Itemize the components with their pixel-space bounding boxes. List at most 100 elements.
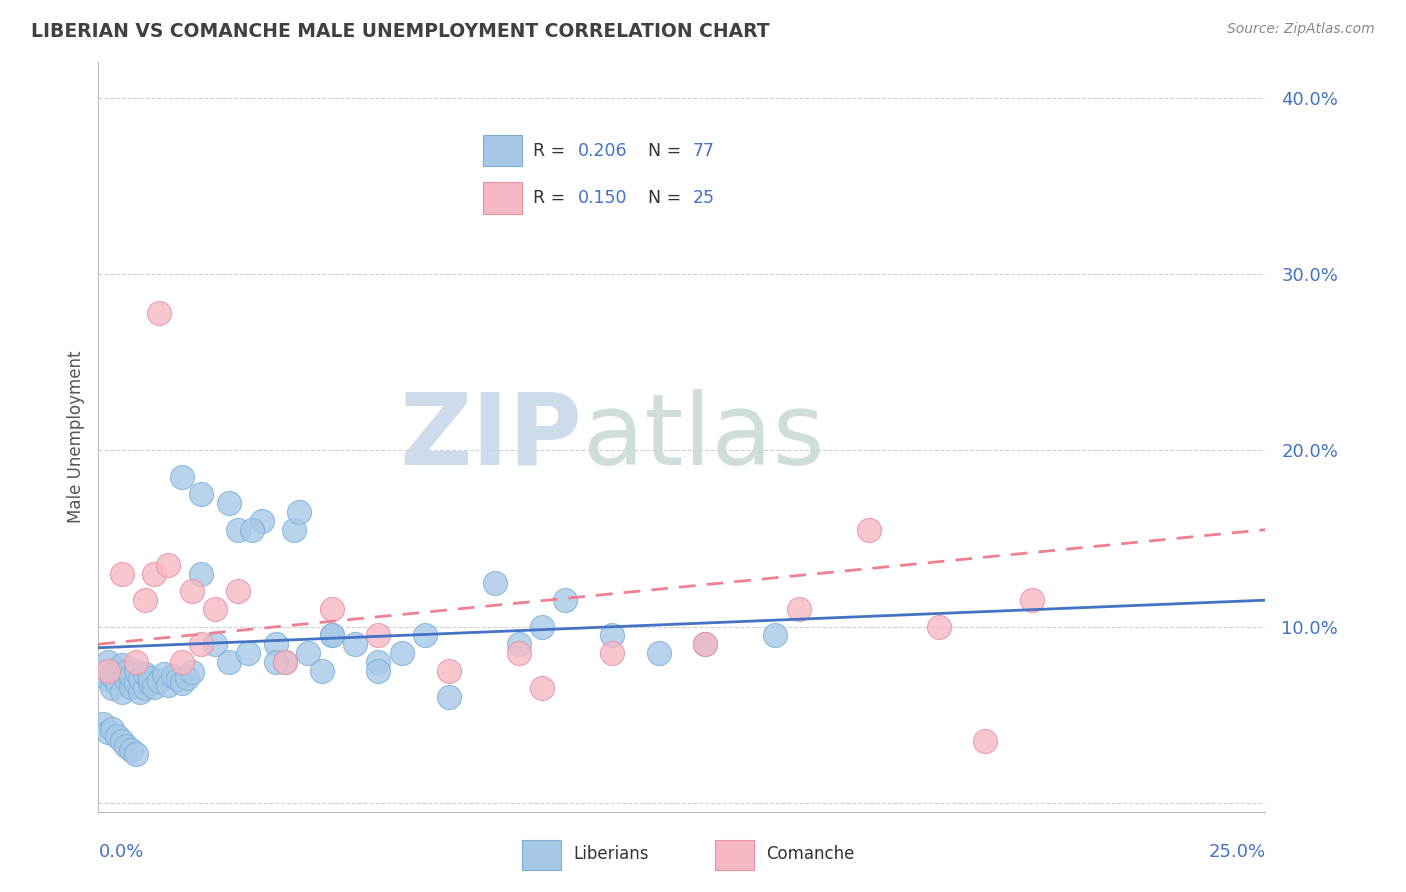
Point xyxy=(120,680,142,694)
Point xyxy=(763,628,786,642)
Point xyxy=(787,602,810,616)
Point xyxy=(647,646,669,660)
Point xyxy=(508,637,530,651)
Point xyxy=(928,619,950,633)
Point xyxy=(297,646,319,660)
Point xyxy=(129,673,152,687)
Point xyxy=(148,674,170,689)
Point xyxy=(228,523,250,537)
Point xyxy=(134,593,156,607)
Point xyxy=(172,469,194,483)
Point xyxy=(311,664,333,678)
Point xyxy=(264,637,287,651)
Point xyxy=(218,655,240,669)
Point xyxy=(172,655,194,669)
Point xyxy=(344,637,367,651)
Point xyxy=(367,655,389,669)
Point xyxy=(600,646,623,660)
Point xyxy=(111,566,134,581)
Point xyxy=(264,655,287,669)
Point xyxy=(125,655,148,669)
Point xyxy=(120,743,142,757)
Point xyxy=(176,671,198,685)
Point xyxy=(157,558,180,572)
Point xyxy=(101,722,124,736)
Point xyxy=(508,646,530,660)
Text: 0.0%: 0.0% xyxy=(98,844,143,862)
Text: LIBERIAN VS COMANCHE MALE UNEMPLOYMENT CORRELATION CHART: LIBERIAN VS COMANCHE MALE UNEMPLOYMENT C… xyxy=(31,22,769,41)
Point xyxy=(105,662,128,676)
Point xyxy=(148,306,170,320)
Point xyxy=(190,566,212,581)
Point xyxy=(283,523,305,537)
Point xyxy=(218,496,240,510)
Point xyxy=(139,671,162,685)
Point xyxy=(97,664,120,678)
Point xyxy=(97,655,120,669)
Point xyxy=(321,628,343,642)
Point xyxy=(172,676,194,690)
Y-axis label: Male Unemployment: Male Unemployment xyxy=(66,351,84,524)
Point xyxy=(695,637,717,651)
Point xyxy=(105,729,128,743)
Point xyxy=(530,681,553,696)
Point xyxy=(91,716,114,731)
Point xyxy=(134,681,156,696)
Point xyxy=(413,628,436,642)
Point xyxy=(97,673,120,687)
Point xyxy=(111,685,134,699)
Text: 25.0%: 25.0% xyxy=(1208,844,1265,862)
Point xyxy=(242,523,264,537)
Point xyxy=(111,734,134,748)
Text: Liberians: Liberians xyxy=(574,845,648,863)
Point xyxy=(101,669,124,683)
Point xyxy=(97,725,120,739)
Point xyxy=(162,669,184,683)
Point xyxy=(125,664,148,678)
Point xyxy=(101,681,124,696)
Point xyxy=(111,658,134,673)
Point xyxy=(228,584,250,599)
Point xyxy=(180,584,202,599)
Point xyxy=(321,628,343,642)
Point xyxy=(288,505,311,519)
Point xyxy=(1021,593,1043,607)
Point xyxy=(484,575,506,590)
Point xyxy=(274,655,297,669)
Text: Comanche: Comanche xyxy=(766,845,855,863)
Point xyxy=(695,637,717,651)
Point xyxy=(974,734,997,748)
Point xyxy=(129,685,152,699)
Point xyxy=(437,664,460,678)
Point xyxy=(157,678,180,692)
Point xyxy=(134,667,156,681)
Point xyxy=(115,665,138,680)
Point xyxy=(139,676,162,690)
Point xyxy=(120,669,142,683)
Point xyxy=(180,665,202,680)
Bar xyxy=(522,840,561,870)
Point xyxy=(91,664,114,678)
Point xyxy=(274,655,297,669)
Point xyxy=(190,487,212,501)
Point xyxy=(105,676,128,690)
Point xyxy=(152,667,174,681)
Point xyxy=(143,680,166,694)
Point xyxy=(143,566,166,581)
Text: Source: ZipAtlas.com: Source: ZipAtlas.com xyxy=(1227,22,1375,37)
Point xyxy=(554,593,576,607)
Point xyxy=(437,690,460,705)
Point xyxy=(166,673,188,687)
Point xyxy=(204,637,226,651)
Point xyxy=(115,739,138,754)
Point xyxy=(115,673,138,687)
Point xyxy=(367,628,389,642)
Point xyxy=(858,523,880,537)
Point xyxy=(125,747,148,761)
Point xyxy=(321,602,343,616)
Text: atlas: atlas xyxy=(582,389,824,485)
Point xyxy=(530,619,553,633)
Point xyxy=(367,664,389,678)
Point xyxy=(125,676,148,690)
Point xyxy=(600,628,623,642)
